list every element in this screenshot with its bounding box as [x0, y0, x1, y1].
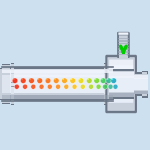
Ellipse shape — [56, 84, 60, 89]
Ellipse shape — [12, 78, 18, 83]
Ellipse shape — [38, 78, 39, 80]
Ellipse shape — [108, 84, 113, 89]
Ellipse shape — [72, 84, 77, 89]
FancyBboxPatch shape — [2, 94, 113, 99]
FancyBboxPatch shape — [118, 32, 129, 35]
Ellipse shape — [111, 78, 117, 83]
Ellipse shape — [78, 78, 84, 83]
FancyBboxPatch shape — [107, 57, 135, 111]
FancyBboxPatch shape — [134, 91, 148, 94]
Ellipse shape — [54, 78, 56, 80]
FancyBboxPatch shape — [134, 75, 148, 79]
FancyBboxPatch shape — [119, 56, 127, 58]
Ellipse shape — [14, 84, 19, 89]
Ellipse shape — [23, 84, 27, 89]
Ellipse shape — [71, 78, 72, 80]
FancyBboxPatch shape — [118, 46, 129, 47]
FancyBboxPatch shape — [118, 51, 129, 52]
Ellipse shape — [64, 84, 69, 89]
Ellipse shape — [29, 78, 34, 83]
FancyBboxPatch shape — [11, 64, 14, 104]
FancyBboxPatch shape — [118, 43, 129, 44]
Ellipse shape — [101, 78, 103, 80]
FancyBboxPatch shape — [2, 65, 10, 103]
Ellipse shape — [96, 84, 101, 89]
FancyBboxPatch shape — [109, 60, 133, 70]
FancyBboxPatch shape — [104, 74, 108, 94]
Ellipse shape — [13, 78, 15, 80]
Ellipse shape — [103, 84, 107, 89]
FancyBboxPatch shape — [118, 56, 129, 58]
FancyBboxPatch shape — [142, 72, 147, 96]
FancyBboxPatch shape — [109, 93, 134, 97]
FancyBboxPatch shape — [118, 48, 129, 50]
Ellipse shape — [31, 84, 36, 89]
Ellipse shape — [46, 78, 48, 80]
Ellipse shape — [20, 78, 26, 83]
FancyBboxPatch shape — [11, 74, 14, 94]
Ellipse shape — [107, 78, 108, 80]
Ellipse shape — [94, 78, 100, 83]
FancyBboxPatch shape — [106, 55, 136, 113]
FancyBboxPatch shape — [119, 33, 128, 57]
FancyBboxPatch shape — [11, 63, 14, 105]
Ellipse shape — [89, 84, 93, 89]
FancyBboxPatch shape — [104, 64, 108, 104]
FancyBboxPatch shape — [2, 75, 10, 93]
Ellipse shape — [37, 78, 43, 83]
FancyBboxPatch shape — [104, 63, 108, 105]
FancyBboxPatch shape — [142, 70, 148, 98]
Ellipse shape — [62, 78, 64, 80]
FancyBboxPatch shape — [2, 75, 113, 93]
Ellipse shape — [113, 84, 118, 89]
FancyBboxPatch shape — [2, 67, 113, 101]
FancyBboxPatch shape — [134, 78, 148, 90]
Ellipse shape — [80, 84, 85, 89]
Ellipse shape — [39, 84, 44, 89]
Ellipse shape — [86, 78, 92, 83]
FancyBboxPatch shape — [118, 38, 129, 39]
FancyBboxPatch shape — [118, 40, 129, 42]
FancyBboxPatch shape — [109, 76, 134, 92]
FancyBboxPatch shape — [2, 70, 113, 76]
FancyBboxPatch shape — [109, 69, 134, 99]
Ellipse shape — [47, 84, 52, 89]
Ellipse shape — [100, 78, 106, 83]
FancyBboxPatch shape — [109, 72, 134, 78]
Ellipse shape — [95, 78, 96, 80]
Ellipse shape — [106, 78, 112, 83]
Ellipse shape — [112, 78, 113, 80]
Ellipse shape — [87, 78, 89, 80]
Ellipse shape — [70, 78, 76, 83]
Ellipse shape — [45, 78, 51, 83]
FancyBboxPatch shape — [0, 68, 4, 100]
FancyBboxPatch shape — [134, 74, 148, 94]
Ellipse shape — [79, 78, 81, 80]
FancyBboxPatch shape — [134, 72, 148, 96]
FancyBboxPatch shape — [2, 69, 113, 99]
Ellipse shape — [53, 78, 59, 83]
FancyBboxPatch shape — [109, 71, 134, 97]
FancyBboxPatch shape — [2, 64, 10, 104]
FancyBboxPatch shape — [117, 32, 129, 58]
FancyBboxPatch shape — [109, 65, 133, 103]
Ellipse shape — [29, 78, 31, 80]
FancyBboxPatch shape — [118, 54, 129, 55]
Ellipse shape — [21, 78, 23, 80]
Ellipse shape — [62, 78, 67, 83]
FancyBboxPatch shape — [0, 69, 4, 99]
